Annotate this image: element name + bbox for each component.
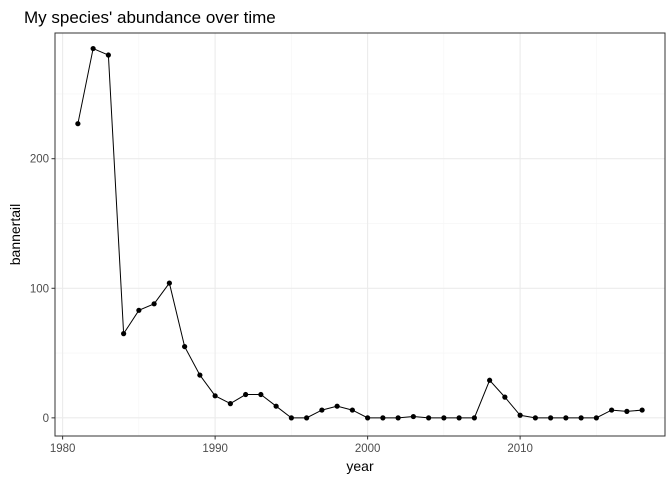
minor-gridlines: [55, 33, 665, 436]
y-tick-label: 200: [30, 154, 49, 166]
data-point: [349, 407, 355, 413]
data-point: [441, 415, 447, 421]
data-point: [487, 377, 493, 383]
data-point: [395, 415, 401, 421]
data-point: [182, 343, 188, 350]
panel-border: [54, 32, 666, 437]
data-point: [90, 45, 96, 52]
y-axis-label: bannertail: [7, 204, 23, 266]
data-point: [502, 394, 508, 400]
data-point: [456, 415, 462, 421]
data-point: [548, 415, 554, 421]
data-point: [197, 372, 203, 378]
x-axis-label: year: [346, 458, 374, 474]
data-point: [243, 391, 249, 398]
data-point: [624, 408, 630, 414]
data-point: [212, 393, 218, 399]
data-point: [578, 415, 584, 421]
data-point: [319, 407, 325, 413]
data-point: [426, 415, 432, 421]
series-layer: [75, 45, 645, 421]
data-point: [121, 331, 127, 337]
data-point: [334, 403, 340, 409]
data-point: [532, 415, 538, 421]
data-point: [410, 413, 416, 420]
x-tick-label: 1990: [202, 443, 228, 455]
data-point: [288, 415, 294, 421]
data-point: [227, 401, 233, 407]
data-point: [151, 301, 157, 307]
x-tick-label: 1980: [50, 443, 76, 455]
y-tick-label: 100: [30, 283, 49, 295]
data-point: [166, 280, 172, 286]
data-point: [639, 407, 645, 413]
major-gridlines: [55, 33, 665, 436]
x-tick-label: 2010: [507, 443, 533, 455]
data-point: [75, 121, 81, 127]
y-tick-label: 0: [43, 413, 49, 425]
x-tick-label: 2000: [355, 443, 381, 455]
data-point: [517, 412, 523, 418]
data-point: [273, 403, 279, 409]
data-point: [593, 415, 599, 421]
data-point: [380, 415, 386, 421]
series-line: [77, 47, 643, 419]
data-point: [258, 391, 264, 398]
axis-ticks: [51, 158, 521, 440]
tick-labels: 1980 1990 2000 2010 0 100 200: [30, 154, 533, 455]
chart-title: My species' abundance over time: [24, 8, 276, 27]
data-point: [471, 415, 477, 421]
data-point: [609, 407, 615, 413]
data-point: [105, 52, 111, 58]
data-point: [136, 307, 142, 313]
data-point: [304, 415, 310, 421]
data-point: [365, 415, 371, 421]
data-point: [563, 415, 569, 421]
